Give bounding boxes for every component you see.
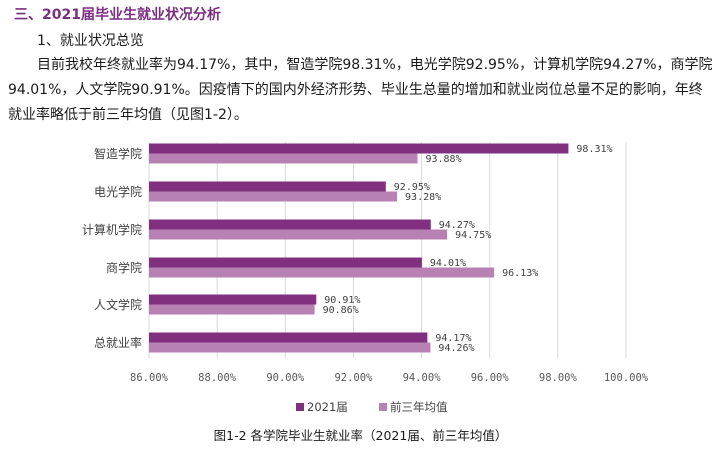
- data-label: 94.26%: [438, 343, 474, 354]
- x-tick-label: 86.00%: [130, 372, 169, 384]
- subsection-title: 1、就业状况总览: [37, 33, 144, 49]
- bar: [149, 181, 386, 192]
- data-label: 94.01%: [430, 258, 466, 269]
- x-tick-label: 100.00%: [604, 372, 649, 384]
- x-tick-label: 96.00%: [471, 372, 510, 384]
- legend-label: 2021届: [307, 400, 348, 414]
- data-label: 93.28%: [405, 192, 441, 203]
- bar: [149, 143, 569, 154]
- legend-swatch: [379, 403, 387, 411]
- data-label: 93.88%: [425, 154, 461, 165]
- category-label: 总就业率: [94, 335, 142, 350]
- x-tick-label: 98.00%: [539, 372, 578, 384]
- bar: [149, 219, 431, 230]
- category-label: 电光学院: [94, 184, 142, 199]
- x-tick-label: 88.00%: [198, 372, 237, 384]
- bar: [149, 342, 431, 353]
- data-label: 90.91%: [324, 295, 360, 306]
- data-label: 94.27%: [439, 220, 475, 231]
- bar: [149, 332, 428, 343]
- category-label: 商学院: [106, 260, 142, 275]
- x-tick-label: 94.00%: [403, 372, 442, 384]
- data-label: 90.86%: [323, 305, 359, 316]
- bar: [149, 257, 422, 268]
- category-label: 计算机学院: [82, 222, 142, 237]
- category-label: 人文学院: [94, 297, 142, 312]
- bar: [149, 267, 495, 278]
- data-label: 94.75%: [455, 230, 491, 241]
- legend-label: 前三年均值: [390, 400, 448, 414]
- bar: [149, 191, 398, 202]
- figure-caption: 图1-2 各学院毕业生就业率（2021届、前三年均值）: [213, 428, 508, 443]
- data-label: 96.13%: [502, 268, 538, 279]
- data-label: 98.31%: [576, 144, 612, 155]
- data-label: 92.95%: [394, 182, 430, 193]
- bar: [149, 229, 448, 240]
- legend-swatch: [296, 403, 304, 411]
- data-label: 94.17%: [435, 333, 471, 344]
- x-tick-label: 92.00%: [334, 372, 373, 384]
- bar: [149, 304, 315, 315]
- bar: [149, 153, 418, 164]
- x-tick-label: 90.00%: [266, 372, 305, 384]
- category-label: 智造学院: [94, 146, 142, 161]
- bar: [149, 294, 317, 305]
- body-paragraph: 目前我校年终就业率为94.17%，其中，智造学院98.31%，电光学院92.95…: [8, 57, 713, 123]
- section-title: 三、2021届毕业生就业状况分析: [14, 7, 221, 23]
